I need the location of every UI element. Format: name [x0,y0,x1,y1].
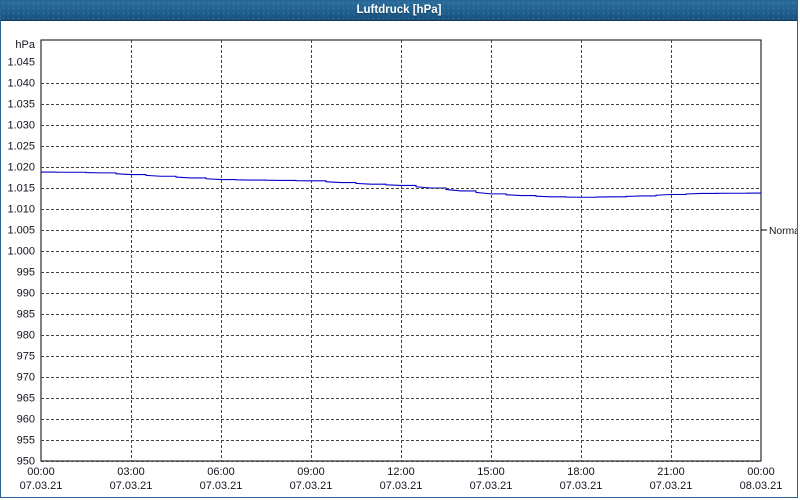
svg-text:07.03.21: 07.03.21 [200,480,243,492]
svg-text:06:00: 06:00 [207,466,235,478]
svg-text:Normal: Normal [769,226,797,237]
svg-text:07.03.21: 07.03.21 [290,480,333,492]
svg-text:1.035: 1.035 [7,99,35,111]
svg-text:08.03.21: 08.03.21 [740,480,783,492]
svg-text:1.015: 1.015 [7,183,35,195]
svg-text:07.03.21: 07.03.21 [560,480,603,492]
svg-text:1.005: 1.005 [7,225,35,237]
svg-text:15:00: 15:00 [477,466,505,478]
svg-text:1.000: 1.000 [7,246,35,258]
svg-text:00:00: 00:00 [747,466,775,478]
svg-text:1.040: 1.040 [7,78,35,90]
svg-text:970: 970 [17,372,35,384]
svg-text:03:00: 03:00 [117,466,145,478]
svg-text:955: 955 [17,435,35,447]
svg-text:00:00: 00:00 [27,466,55,478]
svg-text:07.03.21: 07.03.21 [470,480,513,492]
svg-text:12:00: 12:00 [387,466,415,478]
svg-text:21:00: 21:00 [657,466,685,478]
svg-text:1.030: 1.030 [7,120,35,132]
svg-text:1.020: 1.020 [7,162,35,174]
svg-text:995: 995 [17,267,35,279]
svg-text:960: 960 [17,414,35,426]
svg-text:1.010: 1.010 [7,204,35,216]
svg-text:1.045: 1.045 [7,57,35,69]
svg-text:07.03.21: 07.03.21 [20,480,63,492]
svg-text:985: 985 [17,309,35,321]
svg-text:09:00: 09:00 [297,466,325,478]
svg-text:980: 980 [17,330,35,342]
svg-text:07.03.21: 07.03.21 [650,480,693,492]
svg-text:965: 965 [17,393,35,405]
svg-text:1.025: 1.025 [7,141,35,153]
svg-text:18:00: 18:00 [567,466,595,478]
svg-text:07.03.21: 07.03.21 [110,480,153,492]
svg-text:07.03.21: 07.03.21 [380,480,423,492]
svg-text:hPa: hPa [15,39,35,51]
svg-text:975: 975 [17,351,35,363]
svg-text:990: 990 [17,288,35,300]
